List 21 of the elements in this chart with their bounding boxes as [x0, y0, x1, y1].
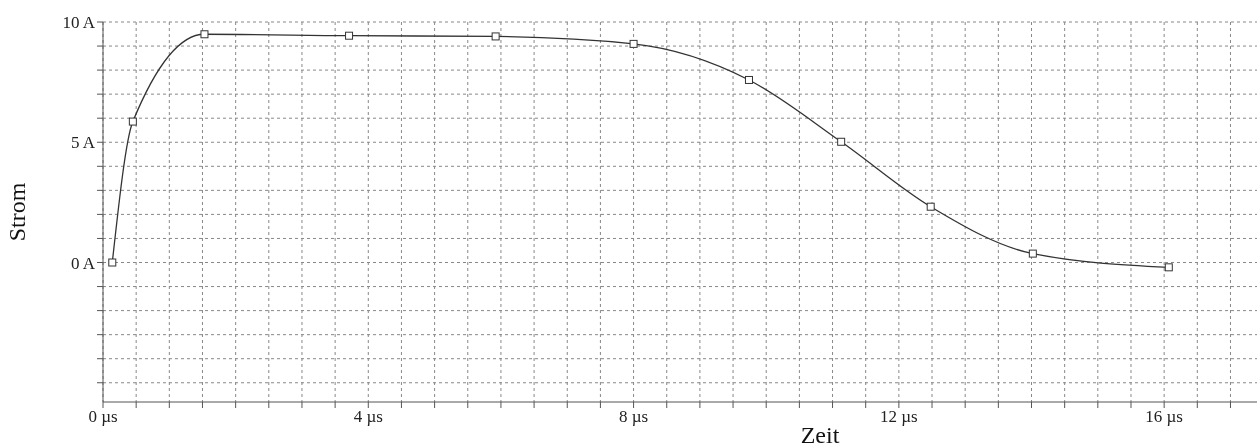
point: [744, 75, 753, 84]
point: [128, 117, 137, 126]
y-tick-label: 10 A: [62, 13, 96, 33]
y-axis-title: Strom: [3, 182, 30, 242]
x-tick-label: 16 µs: [1145, 407, 1183, 427]
y-tick-label: 0 A: [70, 253, 96, 273]
y-tick-label: 5 A: [70, 133, 96, 153]
point: [345, 31, 354, 40]
point: [1164, 263, 1173, 272]
point: [1028, 249, 1037, 258]
x-tick-label: 12 µs: [880, 407, 918, 427]
x-axis-title: Zeit: [800, 422, 840, 447]
point: [926, 202, 935, 211]
point: [629, 39, 638, 48]
point: [200, 30, 209, 39]
x-tick-label: 8 µs: [618, 407, 649, 427]
x-tick-label: 4 µs: [353, 407, 383, 427]
point: [837, 137, 846, 146]
x-tick-label: 0 µs: [88, 407, 118, 427]
point: [491, 32, 500, 41]
point: [108, 258, 117, 267]
